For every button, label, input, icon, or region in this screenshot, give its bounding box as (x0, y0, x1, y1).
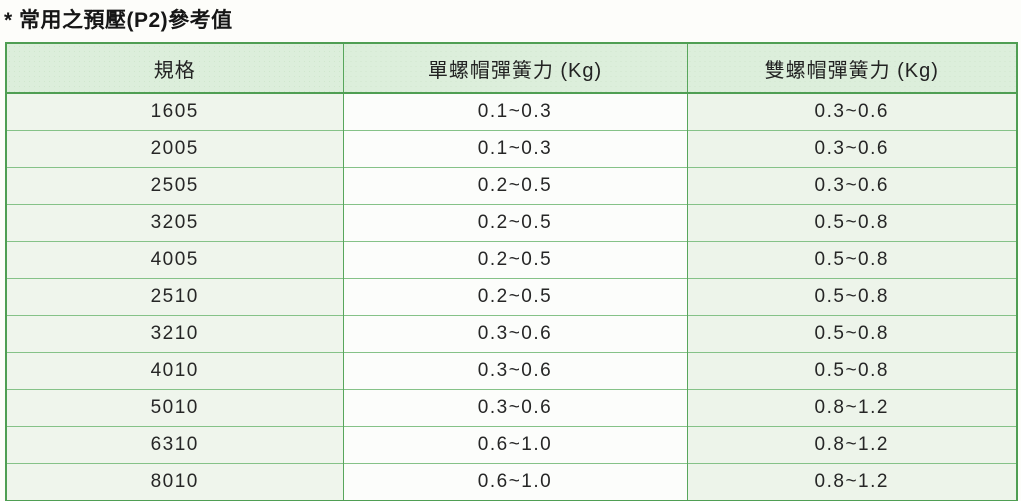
cell-double-nut-force: 0.5~0.8 (686, 278, 1017, 316)
cell-spec: 5010 (6, 389, 343, 427)
table-row: 1605 0.1~0.3 0.3~0.6 (6, 93, 1017, 131)
cell-single-nut-force: 0.3~0.6 (342, 315, 687, 353)
cell-double-nut-force: 0.8~1.2 (686, 426, 1017, 464)
cell-spec: 6310 (6, 426, 343, 464)
column-header-single-nut-spring-force: 單螺帽彈簧力 (Kg) (342, 43, 687, 94)
table-row: 4010 0.3~0.6 0.5~0.8 (6, 352, 1017, 390)
cell-spec: 1605 (6, 93, 343, 131)
table-row: 8010 0.6~1.0 0.8~1.2 (6, 463, 1017, 501)
cell-single-nut-force: 0.6~1.0 (342, 426, 687, 464)
cell-spec: 4005 (6, 241, 343, 279)
cell-double-nut-force: 0.5~0.8 (686, 315, 1017, 353)
cell-double-nut-force: 0.8~1.2 (686, 463, 1017, 501)
cell-double-nut-force: 0.5~0.8 (686, 241, 1017, 279)
cell-spec: 4010 (6, 352, 343, 390)
page-title: * 常用之預壓(P2)參考值 (4, 9, 233, 32)
cell-double-nut-force: 0.8~1.2 (686, 389, 1017, 427)
cell-spec: 8010 (6, 463, 343, 501)
table-row: 2510 0.2~0.5 0.5~0.8 (6, 278, 1017, 316)
column-header-double-nut-spring-force: 雙螺帽彈簧力 (Kg) (686, 43, 1017, 94)
table-header-row: 規格 單螺帽彈簧力 (Kg) 雙螺帽彈簧力 (Kg) (6, 43, 1017, 94)
cell-double-nut-force: 0.3~0.6 (686, 167, 1017, 205)
cell-spec: 3210 (6, 315, 343, 353)
cell-single-nut-force: 0.6~1.0 (342, 463, 687, 501)
cell-single-nut-force: 0.1~0.3 (342, 130, 687, 168)
cell-spec: 2510 (6, 278, 343, 316)
cell-single-nut-force: 0.2~0.5 (342, 204, 687, 242)
table-row: 3210 0.3~0.6 0.5~0.8 (6, 315, 1017, 353)
table-row: 6310 0.6~1.0 0.8~1.2 (6, 426, 1017, 464)
cell-single-nut-force: 0.2~0.5 (342, 241, 687, 279)
cell-double-nut-force: 0.3~0.6 (686, 130, 1017, 168)
preload-reference-table: 規格 單螺帽彈簧力 (Kg) 雙螺帽彈簧力 (Kg) 1605 0.1~0.3 0.3~… (5, 42, 1018, 501)
cell-single-nut-force: 0.2~0.5 (342, 167, 687, 205)
cell-spec: 2005 (6, 130, 343, 168)
cell-double-nut-force: 0.3~0.6 (686, 93, 1017, 131)
table-row: 4005 0.2~0.5 0.5~0.8 (6, 241, 1017, 279)
cell-double-nut-force: 0.5~0.8 (686, 352, 1017, 390)
cell-single-nut-force: 0.3~0.6 (342, 389, 687, 427)
cell-spec: 2505 (6, 167, 343, 205)
cell-single-nut-force: 0.1~0.3 (342, 93, 687, 131)
cell-double-nut-force: 0.5~0.8 (686, 204, 1017, 242)
column-header-spec: 規格 (6, 43, 343, 94)
cell-single-nut-force: 0.2~0.5 (342, 278, 687, 316)
table-row: 2005 0.1~0.3 0.3~0.6 (6, 130, 1017, 168)
table-row: 2505 0.2~0.5 0.3~0.6 (6, 167, 1017, 205)
table-row: 3205 0.2~0.5 0.5~0.8 (6, 204, 1017, 242)
table-row: 5010 0.3~0.6 0.8~1.2 (6, 389, 1017, 427)
cell-spec: 3205 (6, 204, 343, 242)
cell-single-nut-force: 0.3~0.6 (342, 352, 687, 390)
